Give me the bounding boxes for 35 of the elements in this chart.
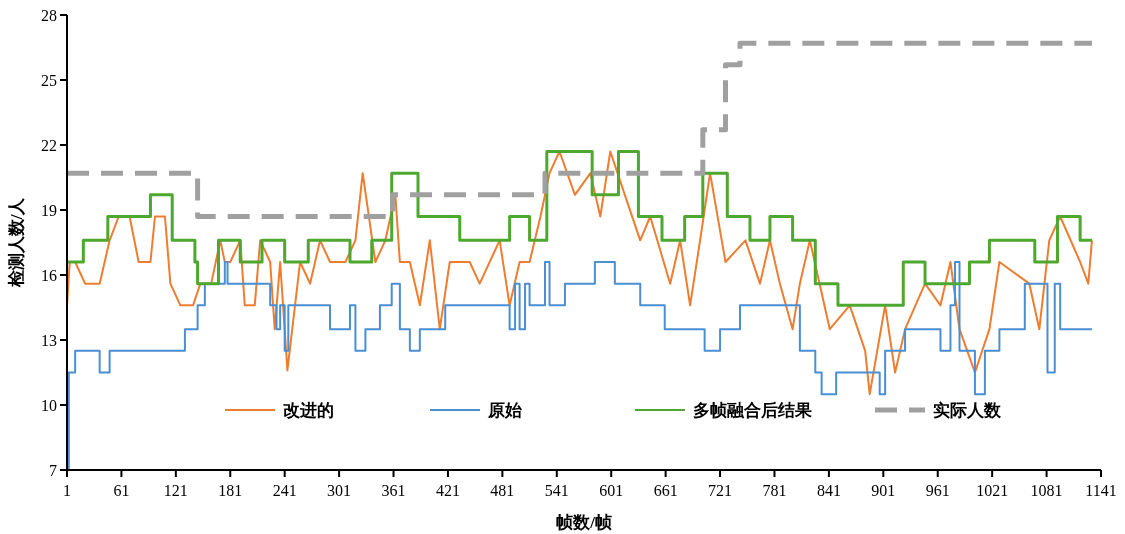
y-tick-label: 19 <box>41 202 57 219</box>
legend-label: 实际人数 <box>933 401 1002 420</box>
x-tick-label: 541 <box>544 482 569 499</box>
x-tick-label: 961 <box>925 482 950 499</box>
x-tick-label: 841 <box>816 482 841 499</box>
legend-label: 改进的 <box>283 401 334 420</box>
x-tick-label: 121 <box>163 482 188 499</box>
line-series <box>66 150 1093 396</box>
y-axis-title: 检测人数/人 <box>7 196 26 289</box>
y-tick-label: 16 <box>41 267 57 284</box>
x-tick-label: 361 <box>381 482 406 499</box>
x-tick-label: 181 <box>218 482 243 499</box>
y-tick-label: 7 <box>49 462 57 479</box>
y-tick-label: 10 <box>41 397 57 414</box>
y-tick-label: 13 <box>41 332 57 349</box>
x-tick-label: 661 <box>653 482 678 499</box>
x-tick-label: 1141 <box>1085 482 1117 499</box>
x-tick-label: 481 <box>490 482 515 499</box>
x-axis-title: 帧数/帧 <box>556 513 612 532</box>
y-tick-label: 25 <box>41 72 57 89</box>
y-tick-label: 28 <box>41 7 57 24</box>
x-tick-label: 61 <box>113 482 130 499</box>
x-tick-label: 301 <box>327 482 352 499</box>
legend-label: 多帧融合后结果 <box>693 401 813 420</box>
x-tick-label: 1081 <box>1030 482 1063 499</box>
y-tick-label: 22 <box>41 137 57 154</box>
x-tick-label: 421 <box>435 482 460 499</box>
legend-label: 原始 <box>487 401 523 420</box>
x-tick-label: 721 <box>708 482 733 499</box>
x-tick-label: 781 <box>762 482 787 499</box>
x-tick-label: 901 <box>871 482 896 499</box>
x-tick-label: 1 <box>63 482 71 499</box>
x-tick-label: 241 <box>272 482 297 499</box>
x-tick-label: 1021 <box>976 482 1009 499</box>
x-tick-label: 601 <box>599 482 624 499</box>
